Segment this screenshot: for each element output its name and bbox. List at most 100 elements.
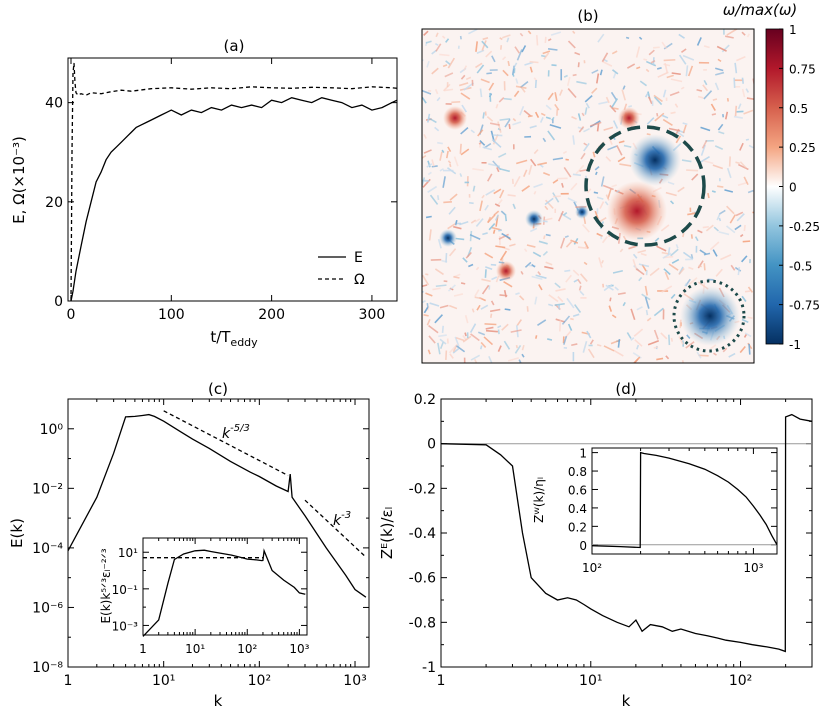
vorticity-streak: [600, 235, 603, 240]
panel-d-inset: [591, 447, 778, 555]
vorticity-streak: [515, 78, 519, 84]
panel-c-ylabel: E(k): [8, 518, 26, 548]
vorticity-streak: [434, 89, 439, 95]
vorticity-streak: [471, 308, 475, 313]
vorticity-streak: [476, 49, 485, 55]
vorticity-streak: [550, 31, 562, 36]
vorticity-streak: [647, 339, 660, 346]
vorticity-streak: [426, 163, 433, 168]
vorticity-streak: [591, 87, 598, 94]
vorticity-streak: [713, 352, 717, 356]
vorticity-streak: [504, 308, 511, 311]
vorticity-streak: [547, 338, 553, 341]
y-tick-label: 0: [579, 539, 587, 553]
y-tick-label: 20: [45, 195, 63, 211]
vorticity-streak: [689, 207, 692, 212]
panel-c-inset-series: [142, 548, 306, 637]
vorticity-streak: [644, 92, 649, 98]
vorticity-streak: [730, 264, 736, 271]
vorticity-streak: [703, 160, 714, 165]
vorticity-streak: [566, 297, 575, 309]
vorticity-streak: [551, 64, 557, 67]
vorticity-streak: [697, 229, 703, 234]
vorticity-streak: [488, 356, 493, 363]
vorticity-streak: [449, 193, 458, 201]
vorticity-streak: [538, 284, 543, 291]
vorticity-streak: [650, 59, 656, 64]
vorticity-streak: [501, 232, 511, 240]
vorticity-streak: [529, 125, 537, 129]
annotation-k-3-exp: -3: [341, 510, 351, 521]
vorticity-streak: [638, 36, 643, 40]
vorticity-streak: [426, 306, 430, 311]
vorticity-streak: [570, 182, 578, 191]
vorticity-streak: [552, 179, 559, 184]
annotation-k-3: k-3: [333, 510, 351, 529]
vorticity-streak: [434, 126, 440, 132]
vorticity-streak: [573, 279, 578, 283]
vorticity-streak: [601, 259, 604, 264]
vorticity-streak: [617, 156, 626, 163]
y-tick-label: 0.2: [568, 520, 587, 534]
x-tick-label: 10³: [289, 642, 309, 656]
vorticity-streak: [709, 241, 720, 251]
vorticity-streak: [460, 282, 466, 285]
vorticity-streak: [530, 158, 537, 167]
vorticity-streak: [460, 74, 466, 80]
vorticity-streak: [441, 325, 444, 333]
vorticity-streak: [455, 337, 465, 342]
vorticity-streak: [718, 217, 722, 222]
vorticity-streak: [521, 353, 525, 358]
vorticity-streak: [644, 285, 648, 296]
vorticity-streak: [485, 329, 498, 333]
vorticity-streak: [741, 318, 749, 324]
vorticity-streak: [688, 277, 698, 286]
vorticity-streak: [554, 92, 558, 102]
x-tick-label: 1: [437, 673, 446, 689]
vorticity-streak: [670, 78, 683, 83]
vorticity-streak: [429, 302, 440, 307]
vorticity-streak: [481, 284, 490, 295]
vorticity-streak: [435, 284, 447, 288]
vorticity-streak: [560, 192, 569, 195]
vorticity-streak: [612, 72, 617, 79]
vorticity-streak: [544, 217, 553, 221]
vorticity-streak: [439, 341, 444, 349]
vorticity-streak: [682, 233, 685, 238]
vorticity-streak: [474, 218, 481, 223]
small-negative-vortex: [439, 229, 457, 247]
vorticity-streak: [657, 71, 669, 78]
vorticity-streak: [638, 276, 643, 282]
small-negative-vortex: [525, 210, 543, 228]
vorticity-streak: [684, 282, 688, 287]
panel-c-xlabel: k: [214, 692, 223, 710]
colorbar-tick-label: 0.5: [789, 102, 808, 116]
vorticity-streak: [443, 201, 452, 204]
y-tick-label: 0: [54, 294, 63, 310]
vorticity-streak: [636, 306, 643, 311]
panel-d-title: (d): [615, 380, 636, 398]
vorticity-streak: [728, 156, 731, 167]
vorticity-streak: [628, 245, 637, 250]
vorticity-streak: [445, 350, 448, 361]
vorticity-streak: [554, 302, 565, 306]
vorticity-streak: [567, 40, 576, 49]
vorticity-streak: [712, 249, 718, 257]
legend-label-E: E: [354, 250, 363, 266]
vorticity-streak: [733, 115, 743, 119]
vorticity-streak: [448, 206, 456, 215]
vorticity-streak: [665, 97, 668, 102]
vorticity-streak: [698, 354, 709, 357]
colorbar-tick-label: 0: [789, 181, 797, 195]
vorticity-streak: [529, 66, 533, 73]
vorticity-streak: [439, 151, 443, 161]
vorticity-streak: [451, 101, 461, 104]
vorticity-streak: [641, 264, 647, 272]
vorticity-streak: [726, 225, 736, 234]
vorticity-streak: [591, 69, 599, 74]
vorticity-streak: [636, 344, 640, 350]
y-tick-label: 0.2: [414, 392, 436, 408]
vorticity-streak: [534, 296, 538, 305]
vorticity-streak: [476, 304, 481, 311]
